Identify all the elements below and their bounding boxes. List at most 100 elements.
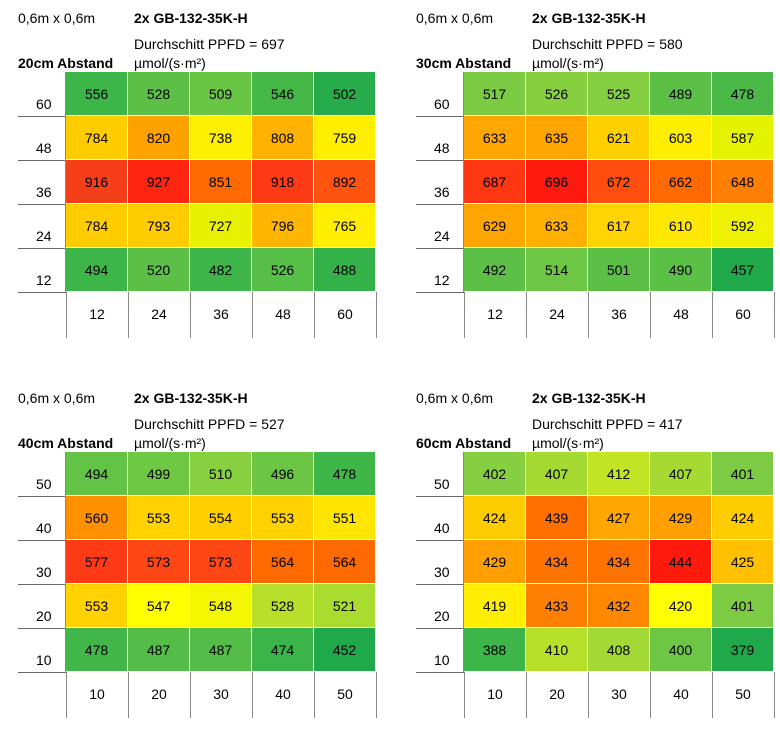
heatmap-cell: 759 — [314, 116, 376, 160]
model-label: 2x GB-132-35K-H — [532, 10, 646, 26]
heatmap-cell: 401 — [712, 584, 774, 628]
heatmap-cell: 490 — [650, 248, 712, 292]
row-separator — [416, 248, 464, 249]
column-separator — [252, 292, 253, 338]
y-tick-label: 40 — [434, 520, 450, 536]
heatmap-cell: 927 — [128, 160, 190, 204]
column-separator — [588, 672, 589, 718]
y-tick-label: 24 — [36, 228, 52, 244]
distance-label: 60cm Abstand — [416, 435, 512, 451]
heatmap-cell: 526 — [526, 72, 588, 116]
heatmap-cell: 429 — [464, 540, 526, 584]
row-separator — [18, 584, 66, 585]
heatmap-cell: 560 — [66, 496, 128, 540]
heatmap-cell: 424 — [464, 496, 526, 540]
heatmap-cell: 554 — [190, 496, 252, 540]
x-tick-label: 24 — [549, 306, 565, 322]
heatmap-cell: 420 — [650, 584, 712, 628]
heatmap-cell: 610 — [650, 204, 712, 248]
heatmap-cell: 434 — [526, 540, 588, 584]
heatmap-cell: 520 — [128, 248, 190, 292]
heatmap-cell: 793 — [128, 204, 190, 248]
heatmap-cell: 379 — [712, 628, 774, 672]
chart-panel-40cm: 0,6m x 0,6m 2x GB-132-35K-H Durchschitt … — [0, 380, 380, 740]
heatmap-cell: 648 — [712, 160, 774, 204]
distance-label: 30cm Abstand — [416, 55, 512, 71]
column-separator — [464, 672, 465, 718]
y-tick-label: 50 — [36, 476, 52, 492]
x-tick-label: 12 — [487, 306, 503, 322]
column-separator — [128, 292, 129, 338]
heatmap-cell: 553 — [128, 496, 190, 540]
y-tick-label: 36 — [434, 184, 450, 200]
y-tick-label: 20 — [36, 608, 52, 624]
column-separator — [376, 672, 377, 718]
row-separator — [416, 204, 464, 205]
area-size-label: 0,6m x 0,6m — [416, 390, 494, 406]
row-separator — [18, 160, 66, 161]
column-separator — [650, 292, 651, 338]
heatmap-cell: 509 — [190, 72, 252, 116]
heatmap-cell: 424 — [712, 496, 774, 540]
heatmap-cell: 696 — [526, 160, 588, 204]
average-ppfd-label: Durchschitt PPFD = 697 — [134, 36, 285, 52]
row-separator — [416, 540, 464, 541]
heatmap-cell: 388 — [464, 628, 526, 672]
heatmap-cell: 916 — [66, 160, 128, 204]
y-tick-label: 24 — [434, 228, 450, 244]
heatmap-cell: 564 — [314, 540, 376, 584]
heatmap-cell: 577 — [66, 540, 128, 584]
row-separator — [18, 628, 66, 629]
column-separator — [588, 292, 589, 338]
unit-label: µmol/(s·m²) — [134, 435, 206, 451]
heatmap-cell: 510 — [190, 452, 252, 496]
chart-panel-20cm: 0,6m x 0,6m 2x GB-132-35K-H Durchschitt … — [0, 0, 380, 360]
heatmap-cell: 784 — [66, 204, 128, 248]
unit-label: µmol/(s·m²) — [134, 55, 206, 71]
column-separator — [190, 672, 191, 718]
row-separator — [18, 116, 66, 117]
heatmap-cell: 662 — [650, 160, 712, 204]
row-separator — [18, 540, 66, 541]
heatmap-cell: 482 — [190, 248, 252, 292]
row-separator — [416, 160, 464, 161]
heatmap-cell: 425 — [712, 540, 774, 584]
y-tick-label: 20 — [434, 608, 450, 624]
heatmap-cell: 478 — [712, 72, 774, 116]
area-size-label: 0,6m x 0,6m — [18, 10, 96, 26]
y-tick-label: 12 — [36, 272, 52, 288]
heatmap-cell: 592 — [712, 204, 774, 248]
x-tick-label: 50 — [735, 686, 751, 702]
heatmap-cell: 478 — [66, 628, 128, 672]
x-tick-label: 60 — [337, 306, 353, 322]
heatmap-cell: 587 — [712, 116, 774, 160]
column-separator — [314, 672, 315, 718]
heatmap-cell: 738 — [190, 116, 252, 160]
heatmap-cell: 410 — [526, 628, 588, 672]
x-tick-label: 48 — [673, 306, 689, 322]
x-tick-label: 10 — [89, 686, 105, 702]
y-tick-label: 48 — [36, 140, 52, 156]
column-separator — [774, 672, 775, 718]
heatmap-cell: 820 — [128, 116, 190, 160]
heatmap-cell: 489 — [650, 72, 712, 116]
y-tick-label: 48 — [434, 140, 450, 156]
column-separator — [650, 672, 651, 718]
column-separator — [526, 292, 527, 338]
column-separator — [190, 292, 191, 338]
column-separator — [128, 672, 129, 718]
distance-label: 40cm Abstand — [18, 435, 114, 451]
x-tick-label: 36 — [611, 306, 627, 322]
heatmap-cell: 419 — [464, 584, 526, 628]
heatmap-cell: 553 — [66, 584, 128, 628]
x-tick-label: 50 — [337, 686, 353, 702]
y-tick-label: 12 — [434, 272, 450, 288]
heatmap-cell: 457 — [712, 248, 774, 292]
y-tick-label: 50 — [434, 476, 450, 492]
heatmap-cell: 765 — [314, 204, 376, 248]
heatmap-cell: 687 — [464, 160, 526, 204]
x-tick-label: 24 — [151, 306, 167, 322]
unit-label: µmol/(s·m²) — [532, 55, 604, 71]
heatmap-cell: 525 — [588, 72, 650, 116]
heatmap-cell: 402 — [464, 452, 526, 496]
